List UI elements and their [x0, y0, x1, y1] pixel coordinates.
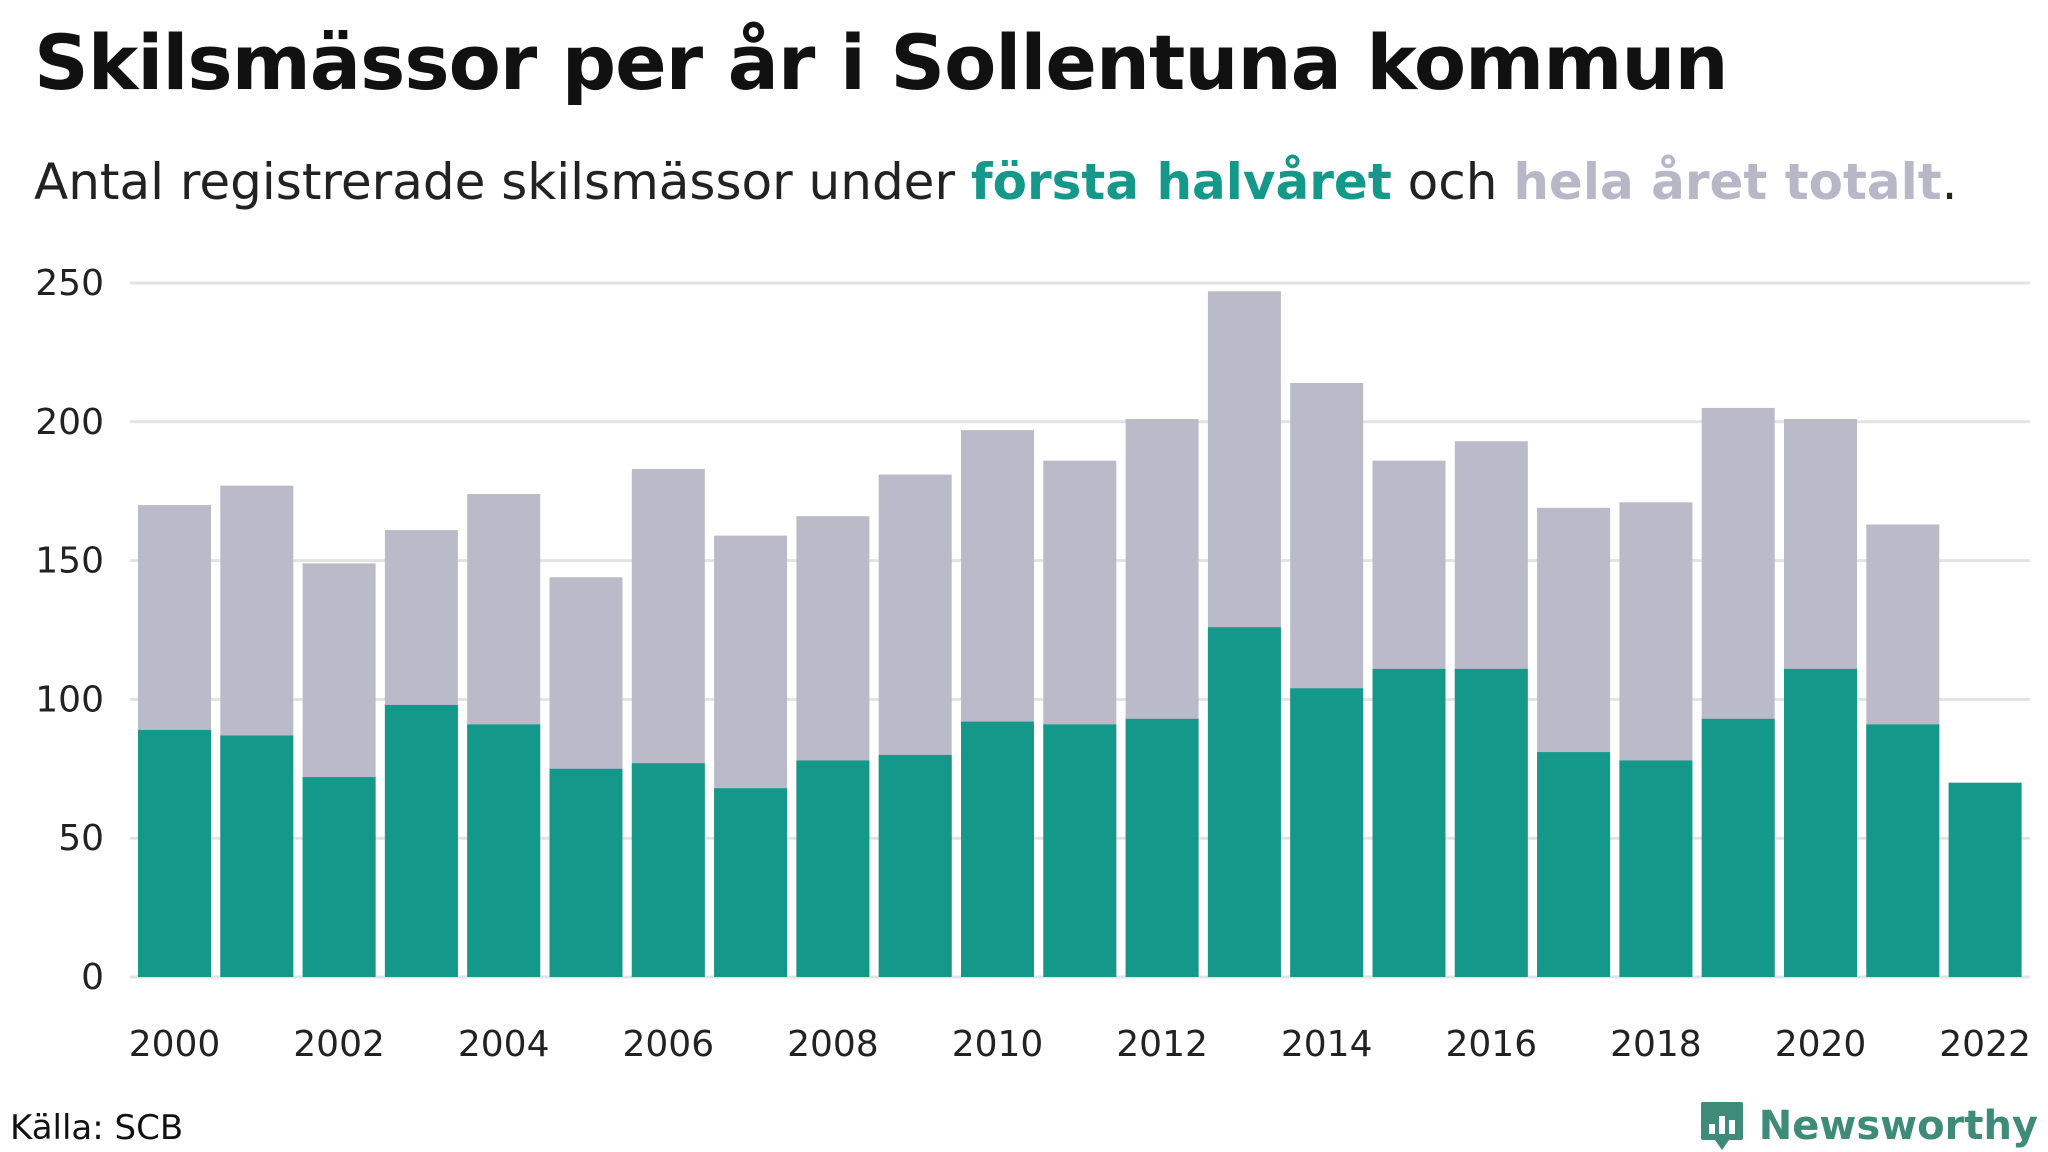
newsworthy-logo-icon	[1700, 1102, 1743, 1150]
x-tick-label: 2000	[129, 1024, 221, 1065]
y-tick-label: 250	[35, 263, 104, 304]
bar-first-half-2002	[302, 777, 376, 977]
x-axis-tick-labels: 2000 2002 2004 2006 2008 2010 2012 2014 2016 2018…	[129, 1024, 2031, 1065]
bar-first-half-2000	[138, 729, 211, 977]
y-tick-label: 50	[58, 818, 104, 859]
bar-first-half-2020	[1784, 668, 1857, 977]
y-tick-label: 100	[35, 679, 104, 720]
subtitle-suffix: .	[1941, 153, 1958, 211]
brand-logo: Newsworthy	[1699, 1100, 2038, 1152]
x-tick-label: 2016	[1445, 1024, 1537, 1065]
series-first-half-bars	[138, 627, 2022, 977]
x-tick-label: 2018	[1610, 1024, 1702, 1065]
bar-first-half-2021	[1866, 724, 1940, 977]
bar-first-half-2019	[1701, 718, 1775, 977]
x-tick-label: 2006	[622, 1024, 714, 1065]
bar-first-half-2015	[1372, 668, 1446, 977]
y-tick-label: 150	[35, 541, 104, 582]
bar-first-half-2006	[631, 763, 705, 977]
x-tick-label: 2014	[1281, 1024, 1373, 1065]
bar-first-half-2017	[1537, 752, 1611, 977]
bar-first-half-2003	[384, 704, 458, 977]
bar-first-half-2022	[1948, 782, 2022, 977]
x-tick-label: 2020	[1775, 1024, 1867, 1065]
x-tick-label: 2008	[787, 1024, 879, 1065]
subtitle-total-label: hela året totalt	[1513, 153, 1942, 211]
x-tick-label: 2010	[952, 1024, 1044, 1065]
chart-title: Skilsmässor per år i Sollentuna kommun	[34, 18, 1729, 107]
x-tick-label: 2022	[1939, 1024, 2031, 1065]
x-tick-label: 2002	[293, 1024, 385, 1065]
subtitle-middle: och	[1391, 153, 1514, 211]
bar-first-half-2012	[1125, 718, 1199, 977]
y-axis-tick-labels: 0 50 100 150 200 250	[35, 263, 104, 998]
bar-first-half-2009	[878, 754, 952, 977]
x-tick-label: 2004	[458, 1024, 550, 1065]
x-tick-label: 2012	[1116, 1024, 1208, 1065]
bar-first-half-2011	[1043, 724, 1117, 977]
chart-subtitle: Antal registrerade skilsmässor under för…	[34, 150, 1958, 215]
bar-first-half-2014	[1290, 688, 1364, 977]
bar-first-half-2018	[1619, 760, 1693, 977]
bar-first-half-2010	[961, 721, 1034, 977]
bar-chart: 0 50 100 150 200 250 2000 2002 2004 2006 2008 2010…	[35, 263, 2031, 1065]
bar-first-half-2008	[796, 760, 870, 977]
y-tick-label: 200	[35, 402, 104, 443]
brand-name: Newsworthy	[1758, 1103, 2038, 1149]
bar-first-half-2001	[220, 735, 294, 977]
bar-first-half-2013	[1207, 627, 1281, 977]
bar-first-half-2004	[467, 724, 541, 977]
bar-first-half-2005	[549, 768, 623, 977]
bar-first-half-2007	[714, 788, 788, 977]
bar-first-half-2016	[1454, 668, 1528, 977]
subtitle-first-half-label: första halvåret	[970, 153, 1392, 211]
source-note: Källa: SCB	[10, 1108, 184, 1148]
subtitle-prefix: Antal registrerade skilsmässor under	[34, 153, 971, 211]
y-tick-label: 0	[81, 957, 104, 998]
